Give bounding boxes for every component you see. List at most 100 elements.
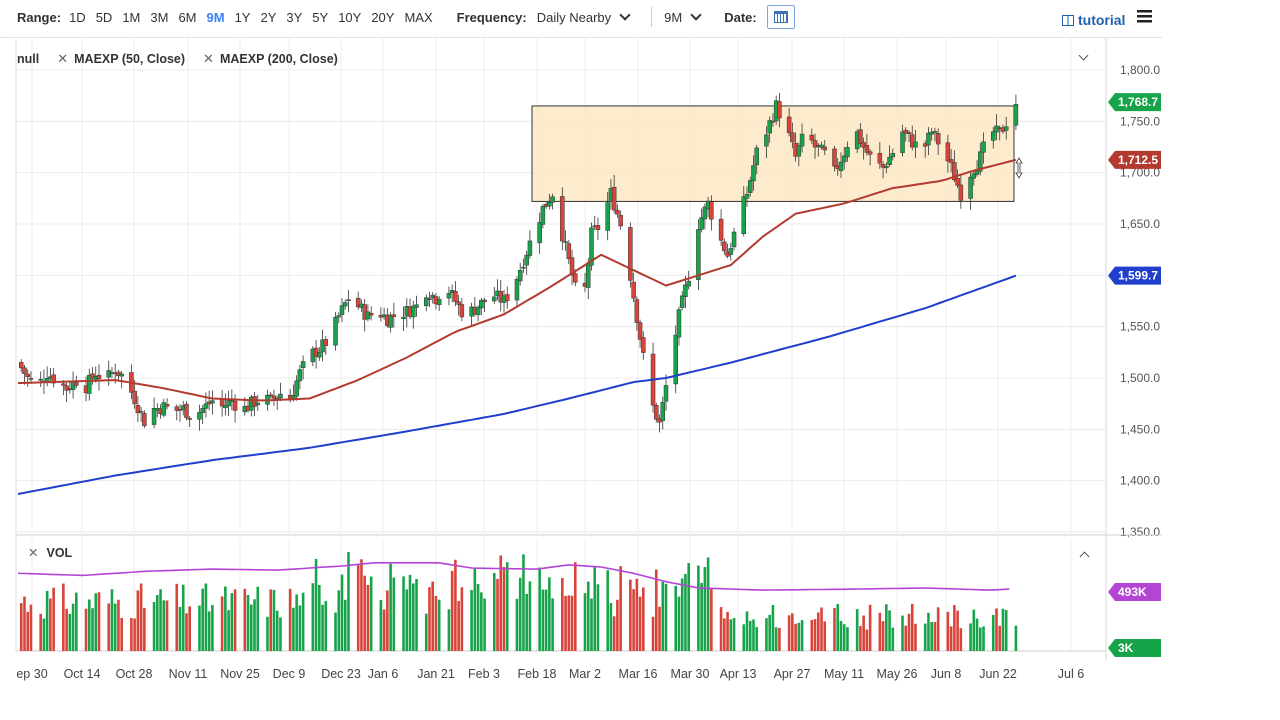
candle-up — [547, 202, 552, 207]
candle-down — [832, 148, 837, 167]
volume-bar — [301, 592, 305, 651]
range-button-6m[interactable]: 6M — [178, 9, 197, 25]
volume-bar — [881, 621, 885, 651]
candle-up — [514, 279, 520, 301]
volume-bar — [113, 603, 117, 651]
candle-down — [391, 314, 397, 317]
volume-bar — [778, 627, 781, 651]
volume-bar — [528, 581, 532, 651]
close-icon[interactable]: ✕ — [203, 51, 214, 66]
volume-bar — [392, 577, 396, 651]
candle-up — [297, 369, 303, 382]
volume-bar — [492, 573, 496, 651]
volume-bar — [930, 622, 933, 651]
legend-symbol: null — [17, 52, 39, 66]
candle-up — [913, 141, 918, 148]
candle-down — [51, 374, 56, 384]
volume-bar — [982, 626, 985, 651]
volume-bar — [820, 607, 823, 651]
volume-bar — [450, 570, 454, 651]
volume-bar — [742, 624, 746, 651]
volume-bar — [120, 617, 123, 651]
ma50-line — [17, 158, 1017, 402]
range-button-1d[interactable]: 1D — [69, 9, 86, 25]
volume-bar — [609, 603, 613, 651]
hamburger-menu-icon[interactable] — [1137, 10, 1152, 23]
candle-up — [517, 269, 523, 282]
range-button-max[interactable]: MAX — [404, 9, 433, 25]
candle-down — [456, 301, 461, 305]
y-tick-label: 1,450.0 — [1120, 422, 1160, 436]
volume-bar — [680, 578, 684, 651]
volume-bar — [800, 620, 804, 651]
y-tick-label: 1,650.0 — [1120, 217, 1160, 231]
volume-bar — [198, 605, 201, 651]
y-tick-label: 1,750.0 — [1120, 114, 1160, 128]
x-tick-label: Feb 18 — [518, 667, 557, 681]
range-button-5y[interactable]: 5Y — [312, 9, 329, 25]
collapse-volume-panel-button[interactable] — [1079, 550, 1090, 562]
range-button-1m[interactable]: 1M — [122, 9, 141, 25]
volume-bar — [110, 589, 114, 651]
candle-up — [492, 296, 497, 302]
x-tick-label: Mar 16 — [619, 667, 658, 681]
candle-up — [968, 176, 973, 199]
volume-bar — [862, 615, 865, 651]
candle-down — [618, 214, 623, 227]
range-button-5d[interactable]: 5D — [95, 9, 113, 25]
candle-down — [142, 412, 147, 427]
range-button-1y[interactable]: 1Y — [234, 9, 251, 25]
volume-bar — [706, 557, 710, 651]
candle-up — [676, 309, 682, 338]
volume-bar — [904, 625, 908, 651]
volume-bar — [593, 567, 597, 651]
candle-down — [945, 142, 951, 162]
volume-bar — [143, 607, 146, 651]
volume-bar — [586, 581, 590, 651]
range-button-3y[interactable]: 3Y — [286, 9, 303, 25]
calendar-button[interactable] — [766, 5, 795, 29]
close-icon[interactable]: ✕ — [28, 546, 39, 560]
range-button-2y[interactable]: 2Y — [260, 9, 277, 25]
candle-down — [654, 405, 659, 420]
volume-bar — [684, 573, 687, 651]
range-button-9m[interactable]: 9M — [206, 9, 225, 25]
candle-up — [197, 412, 202, 420]
volume-bar — [959, 628, 963, 651]
candle-down — [790, 132, 795, 143]
volume-bar — [437, 599, 441, 651]
candle-down — [958, 184, 964, 201]
close-icon[interactable]: ✕ — [57, 51, 69, 66]
volume-bar — [39, 613, 42, 651]
candle-up — [679, 295, 685, 308]
volume-bar — [515, 598, 519, 651]
volume-bar — [292, 607, 295, 651]
volume-bar — [697, 565, 700, 651]
candle-down — [718, 218, 724, 241]
volume-bar — [295, 594, 298, 651]
volume-bar — [188, 606, 192, 651]
volume-bar — [865, 629, 869, 651]
range-button-10y[interactable]: 10Y — [338, 9, 362, 25]
chart-legend: null ✕ MAEXP (50, Close) ✕ MAEXP (200, C… — [17, 50, 356, 68]
range-button-20y[interactable]: 20Y — [371, 9, 395, 25]
tutorial-link[interactable]: tutorial — [1062, 12, 1125, 28]
candle-up — [388, 315, 393, 328]
candle-down — [906, 132, 912, 134]
volume-bar — [583, 593, 587, 651]
collapse-price-panel-button[interactable] — [1078, 50, 1089, 61]
period-select[interactable]: 9M — [664, 9, 708, 25]
volume-bar — [1001, 608, 1005, 651]
frequency-select[interactable]: Daily Nearby — [537, 9, 637, 25]
volume-bar — [29, 604, 33, 651]
volume-bar — [661, 581, 665, 651]
candle-down — [252, 396, 257, 407]
candle-down — [709, 201, 714, 220]
price-chart[interactable]: ep 30 Oct 14 Oct 28 Nov 11 Nov 25 Dec 9 Dec 23… — [0, 38, 1170, 688]
range-button-3m[interactable]: 3M — [150, 9, 169, 25]
volume-bar — [936, 607, 940, 651]
volume-bar — [723, 618, 726, 651]
volume-bar — [638, 596, 642, 651]
volume-bar — [428, 587, 431, 651]
volume-bar — [590, 598, 593, 651]
